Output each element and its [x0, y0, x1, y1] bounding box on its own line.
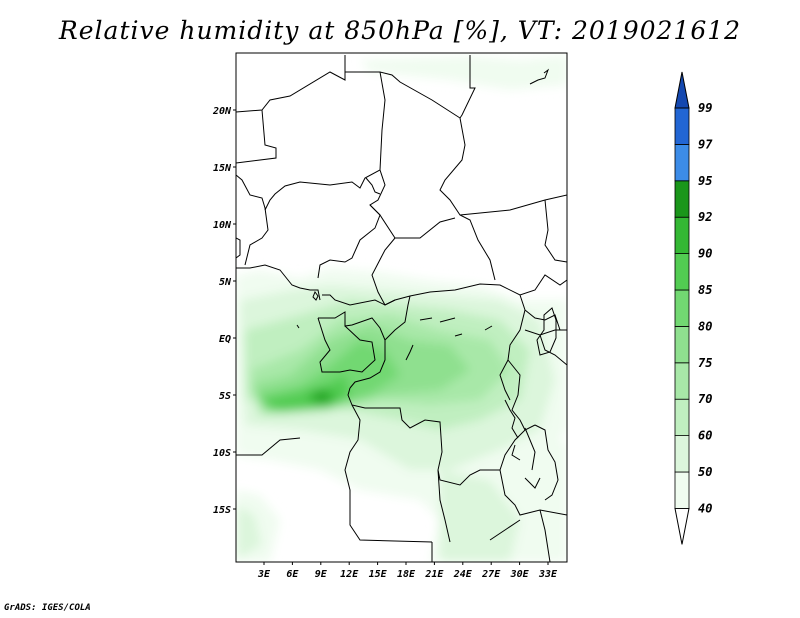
colorbar-label: 70: [698, 392, 712, 406]
rh-40-top: [360, 55, 567, 90]
lon-label: 3E: [257, 569, 271, 580]
grads-credit: GrADS: IGES/COLA: [4, 603, 91, 613]
colorbar-label: 75: [698, 356, 712, 370]
colorbar-band: [674, 180, 690, 218]
colorbar-label: 40: [698, 501, 712, 515]
colorbar-upper-triangle: [674, 71, 690, 109]
colorbar-band: [674, 253, 690, 291]
map-frame: [235, 52, 568, 563]
lat-label: 20N: [212, 106, 232, 117]
lat-label: 10S: [213, 448, 231, 459]
colorbar-band: [674, 435, 690, 473]
lon-label: 12E: [340, 569, 359, 580]
country-borders: [236, 55, 567, 562]
colorbar-label: 97: [698, 137, 713, 151]
colorbar-band: [674, 362, 690, 400]
colorbar-band: [674, 398, 690, 437]
colorbar-label: 95: [698, 174, 712, 188]
color-bar-legend: 40 50 60 70 75 80 85 90 92 95 97 99: [674, 71, 713, 545]
lat-label: 10N: [213, 220, 232, 231]
longitude-labels: 3E 6E 9E 12E 15E 18E 21E 24E 27E 30E 33E: [257, 562, 558, 580]
colorbar-lower-triangle: [674, 507, 690, 545]
lon-label: 24E: [453, 569, 473, 580]
lat-label: 15N: [213, 163, 232, 174]
rh-50-se: [440, 470, 520, 562]
lon-label: 18E: [397, 569, 416, 580]
colorbar-label: 80: [698, 319, 712, 333]
colorbar-label: 99: [698, 101, 712, 115]
lat-label: EQ: [219, 334, 231, 345]
lat-label: 15S: [213, 505, 231, 516]
colorbar-band: [674, 143, 690, 182]
colorbar-label: 50: [698, 465, 712, 479]
map-title: Relative humidity at 850hPa [%], VT: 201…: [58, 16, 742, 45]
lon-label: 6E: [286, 569, 299, 580]
rh-50-sw: [236, 505, 262, 560]
colorbar-label: 90: [698, 247, 712, 261]
colorbar-band: [674, 216, 690, 254]
lon-label: 33E: [538, 569, 558, 580]
colorbar-band: [674, 471, 690, 509]
colorbar-band: [674, 107, 690, 145]
humidity-shading: [236, 55, 567, 562]
colorbar-band: [674, 289, 690, 327]
lon-label: 9E: [315, 569, 328, 580]
rh-92-spot: [317, 393, 327, 401]
lon-label: 21E: [424, 569, 444, 580]
colorbar-label: 85: [698, 283, 712, 297]
latitude-labels: 20N 15N 10N 5N EQ 5S 10S 15S: [212, 106, 236, 516]
lat-label: 5N: [219, 277, 232, 288]
colorbar-label: 92: [698, 210, 712, 224]
lon-label: 15E: [369, 569, 388, 580]
lon-label: 27E: [481, 569, 501, 580]
colorbar-band: [674, 325, 690, 364]
lat-label: 5S: [219, 391, 231, 402]
lon-label: 30E: [510, 569, 530, 580]
colorbar-label: 60: [698, 429, 712, 443]
